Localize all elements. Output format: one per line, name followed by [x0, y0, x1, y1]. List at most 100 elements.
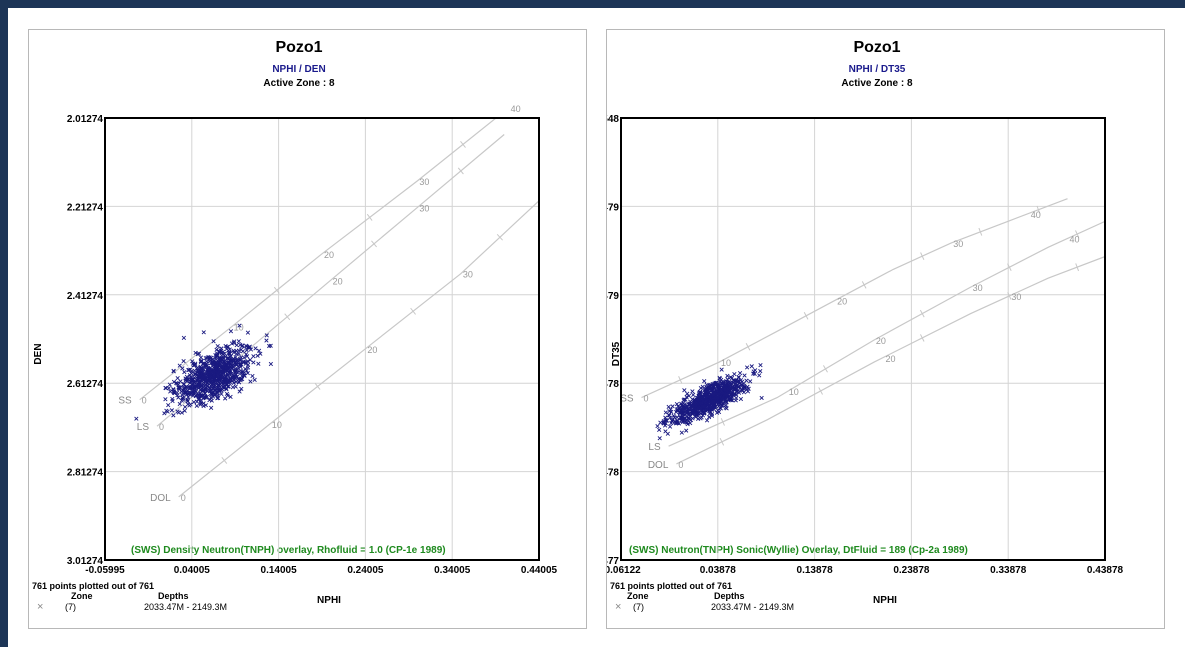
overlay-tick	[222, 457, 227, 463]
x-tick-label: 0.43878	[1087, 565, 1124, 576]
porosity-label: 30	[419, 177, 429, 187]
data-point	[216, 344, 220, 348]
data-point	[659, 421, 663, 425]
porosity-label: 30	[419, 203, 429, 213]
data-point	[702, 379, 706, 383]
data-point	[166, 410, 170, 414]
y-tick-label: 40.25478	[607, 468, 619, 479]
crossplot-den[interactable]: Pozo1 NPHI / DEN Active Zone : 8 NPHI DE…	[29, 30, 586, 628]
points-count-text: 761 points plotted out of 761	[610, 581, 732, 591]
data-point	[253, 378, 257, 382]
porosity-label: 30	[463, 270, 473, 280]
porosity-label: 0	[644, 394, 649, 404]
crossplot-panel-dt35: Pozo1 NPHI / DT35 Active Zone : 8 NPHI D…	[606, 29, 1165, 629]
overlay-line-ls	[669, 221, 1107, 446]
data-point	[170, 408, 174, 412]
porosity-label: 30	[953, 239, 963, 249]
x-tick-label: 0.44005	[521, 565, 558, 576]
x-tick-label: 0.13878	[797, 565, 834, 576]
x-tick-label: 0.33878	[990, 565, 1027, 576]
data-point	[269, 362, 273, 366]
data-point	[231, 385, 235, 389]
y-tick-label: 3.01274	[67, 556, 104, 567]
legend-zone-header: Zone	[627, 591, 649, 601]
scatter-points	[135, 324, 273, 421]
data-point	[684, 429, 688, 433]
y-tick-label: 80.25479	[607, 291, 619, 302]
data-point	[750, 364, 754, 368]
report-canvas: Pozo1 NPHI / DEN Active Zone : 8 NPHI DE…	[8, 8, 1185, 647]
data-point	[252, 361, 256, 365]
legend-depths-header: Depths	[714, 591, 745, 601]
data-point	[705, 419, 709, 423]
points-count-text: 761 points plotted out of 761	[32, 581, 154, 591]
data-point	[685, 392, 689, 396]
overlay-lines	[140, 108, 539, 497]
plot-frame	[621, 118, 1105, 560]
data-point	[668, 425, 672, 429]
data-point	[172, 414, 176, 418]
x-tick-label: 0.03878	[700, 565, 737, 576]
y-tick-label: 2.41274	[67, 291, 104, 302]
porosity-label: 10	[272, 420, 282, 430]
data-point	[757, 374, 761, 378]
porosity-label: 20	[324, 250, 334, 260]
data-point	[164, 397, 168, 401]
porosity-label: 20	[876, 336, 886, 346]
data-point	[254, 347, 258, 351]
data-point	[748, 380, 752, 384]
data-point	[176, 410, 180, 414]
porosity-label: 0	[181, 493, 186, 503]
legend-zone-value: (7)	[633, 602, 644, 612]
data-point	[658, 436, 662, 440]
data-point	[743, 374, 747, 378]
data-point	[733, 372, 737, 376]
active-zone-label: Active Zone : 8	[841, 78, 913, 89]
x-tick-label: 0.24005	[347, 565, 384, 576]
porosity-label: 40	[1069, 234, 1079, 244]
chart-subtitle: NPHI / DT35	[849, 64, 906, 75]
data-point	[178, 402, 182, 406]
y-tick-label: 20.25477	[607, 556, 619, 567]
legend-depths-header: Depths	[158, 591, 189, 601]
data-point	[257, 362, 261, 366]
crossplot-panel-den: Pozo1 NPHI / DEN Active Zone : 8 NPHI DE…	[28, 29, 587, 629]
data-point	[166, 403, 170, 407]
overlay-tick	[920, 310, 924, 317]
data-point	[738, 371, 742, 375]
data-point	[202, 331, 206, 335]
porosity-label: 30	[973, 283, 983, 293]
data-point	[265, 339, 269, 343]
overlay-tick	[823, 365, 827, 372]
data-point	[745, 366, 749, 370]
chart-subtitle: NPHI / DEN	[272, 64, 325, 75]
crossplot-dt35[interactable]: Pozo1 NPHI / DT35 Active Zone : 8 NPHI D…	[607, 30, 1164, 628]
porosity-label: 40	[1031, 210, 1041, 220]
data-point	[759, 363, 763, 367]
data-point	[183, 405, 187, 409]
chart-title: Pozo1	[275, 39, 322, 56]
data-point	[760, 396, 764, 400]
lithology-label-dol: DOL	[150, 493, 171, 504]
porosity-label: 20	[837, 296, 847, 306]
porosity-label: 40	[511, 104, 521, 114]
active-zone-label: Active Zone : 8	[263, 78, 335, 89]
y-tick-label: 120.2548	[607, 114, 619, 125]
data-point	[758, 369, 762, 373]
porosity-label: 30	[1011, 292, 1021, 302]
data-point	[656, 424, 660, 428]
x-tick-label: 0.14005	[261, 565, 298, 576]
x-tick-label: 0.23878	[893, 565, 930, 576]
data-point	[657, 428, 661, 432]
porosity-label: 20	[886, 354, 896, 364]
chart-title: Pozo1	[853, 39, 900, 56]
legend-zone-header: Zone	[71, 591, 93, 601]
data-point	[192, 400, 196, 404]
porosity-label: 0	[159, 422, 164, 432]
overlay-label: (SWS) Density Neutron(TNPH) overlay, Rho…	[131, 545, 446, 556]
legend-marker-icon: ×	[615, 601, 621, 613]
data-point	[195, 404, 199, 408]
x-tick-label: 0.34005	[434, 565, 471, 576]
data-point	[680, 431, 684, 435]
y-tick-label: 2.61274	[67, 379, 104, 390]
